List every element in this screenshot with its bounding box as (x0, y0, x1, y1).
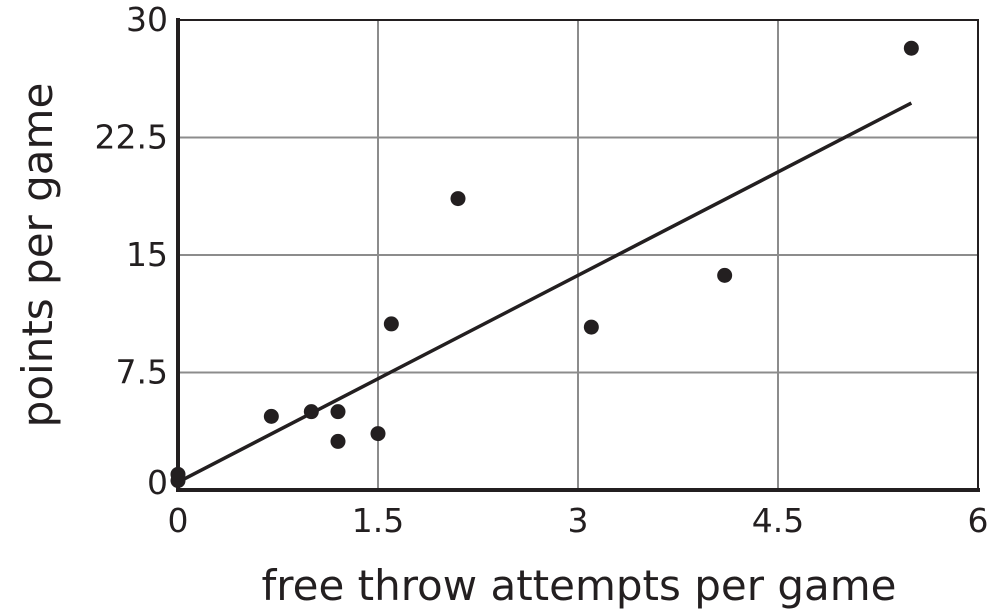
data-point (450, 191, 466, 207)
y-tick-label: 30 (126, 0, 168, 39)
y-tick-label: 7.5 (116, 353, 168, 392)
y-tick-label: 15 (126, 235, 168, 274)
x-tick-label: 1.5 (352, 501, 404, 540)
x-tick-label: 3 (568, 501, 589, 540)
tick-labels: 0 1.5 3 4.5 6 0 7.5 15 22.5 30 (95, 0, 989, 540)
x-tick-label: 0 (168, 501, 189, 540)
data-point (903, 40, 919, 56)
y-axis-title: points per game (13, 83, 62, 428)
trend-line (177, 101, 913, 484)
x-axis-title: free throw attempts per game (261, 561, 896, 610)
data-point (330, 404, 346, 420)
data-point (330, 433, 346, 449)
data-point (303, 404, 319, 420)
data-point (717, 267, 733, 283)
data-points (170, 40, 919, 489)
x-tick-label: 4.5 (752, 501, 804, 540)
data-point (170, 466, 186, 482)
axes (176, 18, 980, 492)
y-tick-label: 0 (147, 463, 168, 502)
data-point (370, 426, 386, 442)
fit-line-layer (177, 101, 913, 484)
data-point (383, 316, 399, 332)
data-point (583, 319, 599, 335)
y-tick-label: 22.5 (95, 118, 168, 157)
x-tick-label: 6 (968, 501, 989, 540)
data-point (263, 408, 279, 424)
